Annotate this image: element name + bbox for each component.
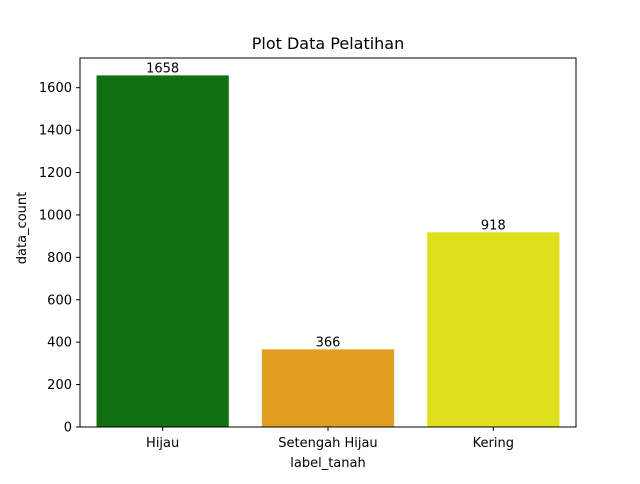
data-label: 918 xyxy=(481,218,506,233)
axes-layer: 0 200 400 600 800 1000 1200 1400 1600 Hijau Seteng… xyxy=(39,57,577,451)
y-tick-label: 1600 xyxy=(39,81,72,96)
y-tick-label: 1200 xyxy=(39,166,72,181)
y-tick-label: 400 xyxy=(47,336,72,351)
x-axis-label: label_tanah xyxy=(290,456,365,471)
y-tick-label: 1400 xyxy=(39,124,72,139)
data-label: 366 xyxy=(316,335,341,350)
y-tick-label: 1000 xyxy=(39,208,72,223)
bar-hijau xyxy=(96,75,229,428)
x-tick-label: Kering xyxy=(473,436,514,451)
x-tick-label: Hijau xyxy=(146,436,179,451)
y-tick-label: 200 xyxy=(47,378,72,393)
x-tick-label: Setengah Hijau xyxy=(278,436,377,451)
y-tick-label: 0 xyxy=(64,421,72,436)
bars-layer: 1658 366 918 xyxy=(96,61,560,428)
bar-setengah-hijau xyxy=(261,349,395,427)
y-tick-label: 600 xyxy=(47,293,72,308)
chart-title: Plot Data Pelatihan xyxy=(252,34,405,53)
bar-kering xyxy=(427,232,560,427)
data-label: 1658 xyxy=(146,61,179,76)
y-tick-label: 800 xyxy=(47,251,72,266)
y-axis-label: data_count xyxy=(15,192,30,264)
